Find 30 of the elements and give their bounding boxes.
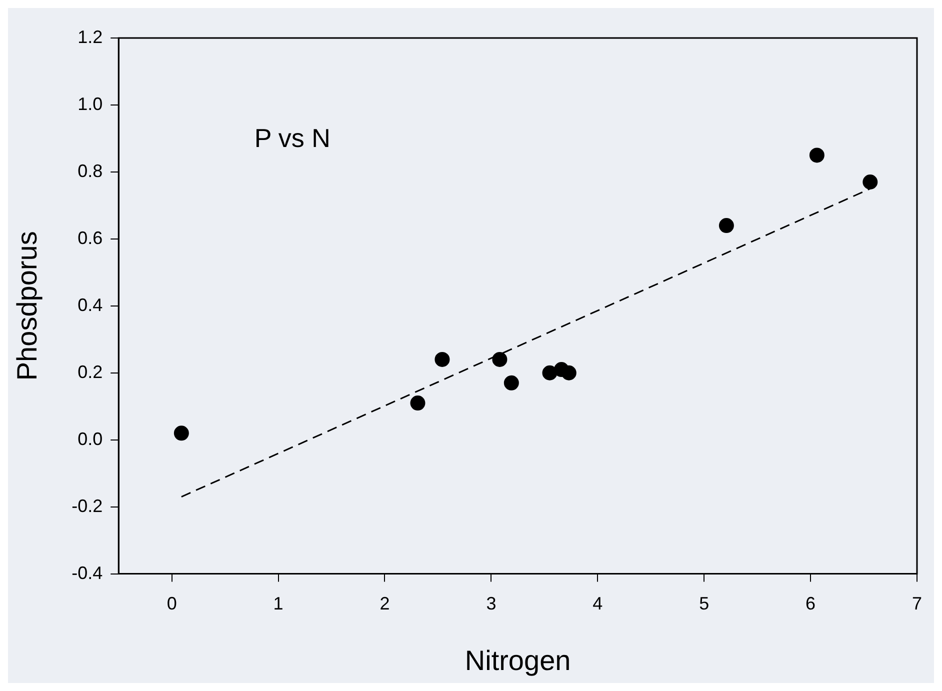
y-tick-label: 0.0 — [78, 428, 103, 449]
y-tick-label: 0.8 — [78, 160, 103, 181]
x-tick-label: 2 — [380, 594, 390, 614]
point — [174, 426, 189, 441]
point — [542, 365, 558, 380]
x-axis-title: Nitrogen — [464, 644, 571, 676]
point — [809, 148, 824, 163]
point — [492, 352, 508, 367]
point — [410, 396, 426, 411]
x-tick-label: 4 — [592, 594, 603, 614]
point — [504, 375, 519, 390]
y-tick-label: 0.2 — [78, 362, 103, 382]
y-tick-label: 0.6 — [78, 228, 103, 248]
point — [718, 218, 734, 234]
x-tick-label: 5 — [699, 594, 710, 614]
x-tick-label: 0 — [166, 594, 177, 614]
y-axis-title: Phosdporus — [12, 231, 43, 381]
x-tick-label: 6 — [806, 594, 816, 614]
y-tick-label: -0.2 — [72, 496, 103, 516]
x-tick-label: 7 — [912, 594, 922, 614]
y-tick-label: 0.4 — [78, 294, 103, 315]
y-tick-label: 1.2 — [78, 26, 103, 47]
point — [862, 174, 878, 190]
annotation: P vs N — [254, 122, 330, 153]
y-tick-label: 1.0 — [78, 94, 103, 114]
point — [561, 365, 576, 380]
point — [434, 352, 450, 367]
x-tick-label: 1 — [273, 594, 284, 614]
x-tick-label: 3 — [486, 594, 496, 614]
y-tick-label: -0.4 — [72, 562, 103, 583]
